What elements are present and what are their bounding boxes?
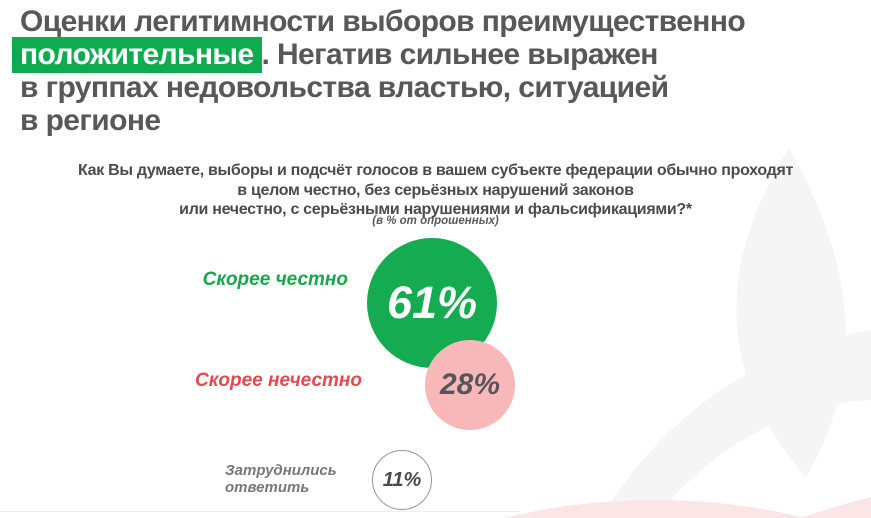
- bubble-undecided: 11%: [372, 450, 432, 510]
- page-title: Оценки легитимности выборов преимуществе…: [12, 5, 746, 137]
- title-highlight: положительные: [12, 37, 262, 73]
- question-line-3: или нечестно, с серьёзными нарушениями и…: [179, 201, 692, 218]
- label-undecided: Затруднились ответить: [225, 462, 337, 496]
- label-honest: Скорее честно: [202, 269, 348, 290]
- pink-arc-icon: [505, 500, 805, 518]
- bubble-honest: 61%: [367, 238, 497, 368]
- title-line-2: положительные. Негатив сильнее выражен: [12, 37, 745, 73]
- bubble-dishonest-value: 28%: [439, 368, 501, 401]
- petal-swoosh-icon: [600, 330, 871, 518]
- survey-question: Как Вы думаете, выборы и подсчёт голосов…: [0, 161, 871, 220]
- question-line-1: Как Вы думаете, выборы и подсчёт голосов…: [77, 162, 794, 179]
- question-line-2: в целом честно, без серьёзных нарушений …: [237, 181, 634, 199]
- label-dishonest: Скорее нечестно: [195, 370, 362, 391]
- pink-corner-icon: [800, 497, 871, 518]
- bottom-hairline: [0, 511, 520, 512]
- bubble-honest-value: 61%: [386, 277, 478, 328]
- question-note: (в % от опрошенных): [372, 215, 499, 227]
- title-line-1: Оценки легитимности выборов преимуществе…: [20, 5, 746, 38]
- bubble-dishonest: 28%: [425, 340, 515, 430]
- bubble-undecided-value: 11%: [382, 468, 422, 491]
- title-line-2-rest: . Негатив сильнее выражен: [261, 38, 659, 71]
- title-line-3: в группах недовольства властью, ситуацие…: [20, 71, 669, 104]
- title-line-4: в регионе: [20, 104, 161, 137]
